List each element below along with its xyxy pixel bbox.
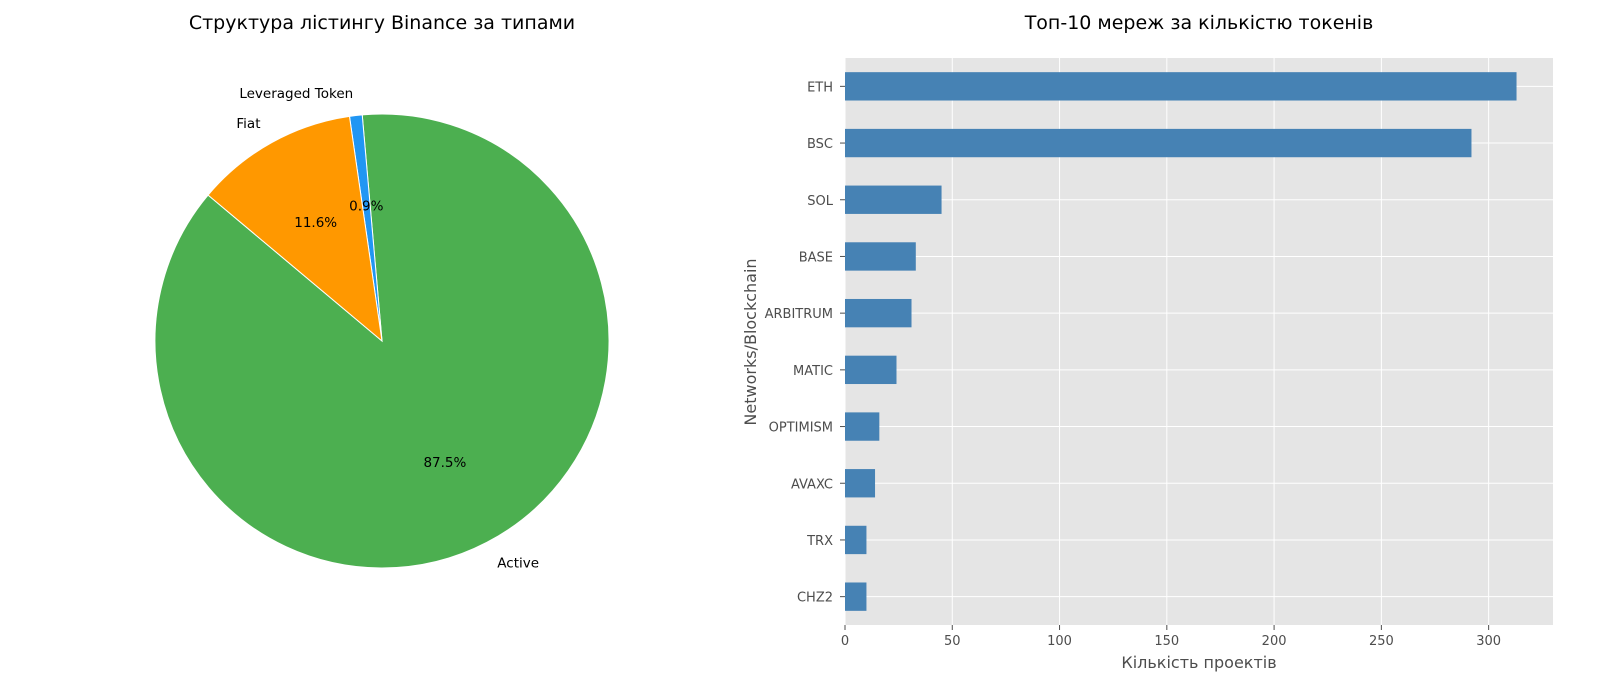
x-tick-label: 200 xyxy=(1262,634,1287,649)
y-tick-label-chz2: CHZ2 xyxy=(797,591,833,606)
pie-pct-label-active: 87.5% xyxy=(423,455,466,471)
x-axis-label: Кількість проектів xyxy=(1121,653,1276,672)
y-tick-label-base: BASE xyxy=(799,250,833,265)
pie-label-fiat: Fiat xyxy=(236,116,260,132)
bar-arbitrum xyxy=(845,298,912,328)
y-tick-label-matic: MATIC xyxy=(793,364,833,379)
y-tick-label-trx: TRX xyxy=(806,534,833,549)
pie-label-active: Active xyxy=(497,556,539,572)
y-tick-label-arbitrum: ARBITRUM xyxy=(765,307,833,322)
x-tick-label: 50 xyxy=(944,634,961,649)
y-tick-label-avaxc: AVAXC xyxy=(791,477,833,492)
bar-sol xyxy=(845,185,942,214)
pie-chart: Структура лістингу Binance за типами Act… xyxy=(154,12,610,572)
bar-bsc xyxy=(845,128,1472,158)
y-tick-label-optimism: OPTIMISM xyxy=(769,421,833,436)
pie-label-leveraged-token: Leveraged Token xyxy=(239,86,353,102)
bar-trx xyxy=(845,525,867,555)
x-tick-label: 300 xyxy=(1476,634,1501,649)
y-tick-label-eth: ETH xyxy=(807,80,833,95)
bar-base xyxy=(845,242,916,271)
x-tick-label: 150 xyxy=(1154,634,1179,649)
pie-chart-title: Структура лістингу Binance за типами xyxy=(189,12,575,34)
bar-matic xyxy=(845,355,897,385)
x-tick-label: 0 xyxy=(841,634,849,649)
bar-chz2 xyxy=(845,582,867,611)
x-tick-label: 100 xyxy=(1047,634,1072,649)
pie-pct-label-leveraged-token: 0.9% xyxy=(349,199,383,215)
bar-optimism xyxy=(845,412,880,441)
y-axis-label: Networks/Blockchain xyxy=(741,258,760,425)
pie-slice-fiat xyxy=(207,115,383,343)
pie-pct-label-fiat: 11.6% xyxy=(294,215,337,231)
y-tick-label-bsc: BSC xyxy=(807,137,833,152)
bar-chart-title: Топ-10 мереж за кількістю токенів xyxy=(1024,12,1374,34)
x-tick-label: 250 xyxy=(1369,634,1394,649)
bar-avaxc xyxy=(845,469,876,498)
y-tick-label-sol: SOL xyxy=(807,194,833,209)
bar-eth xyxy=(845,72,1517,101)
